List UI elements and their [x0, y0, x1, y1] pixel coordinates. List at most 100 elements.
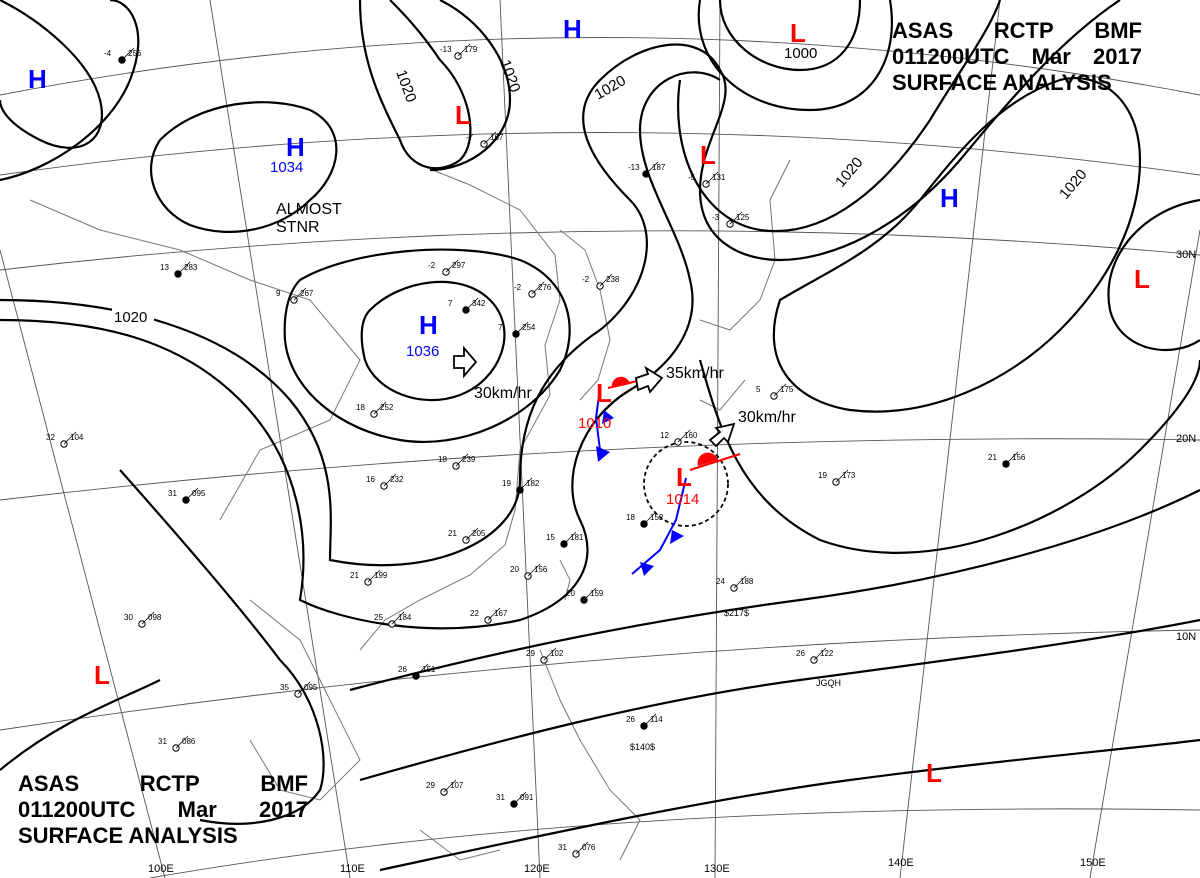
wind-barb	[677, 429, 691, 443]
isobar	[150, 101, 338, 233]
station-temperature: 32	[46, 433, 55, 442]
station-pressure: 102	[550, 649, 564, 658]
isobar	[349, 489, 1200, 692]
china-coast	[359, 164, 561, 651]
title-row: ASAS RCTP BMF	[892, 18, 1142, 44]
title-row: ASAS RCTP BMF	[18, 771, 308, 797]
station-pressure: 297	[452, 261, 466, 270]
station-plot: 13 283	[160, 261, 198, 278]
meridian-150e	[1089, 229, 1200, 878]
title-station: RCTP	[139, 771, 200, 796]
title-row: 011200UTC Mar 2017	[892, 44, 1142, 70]
low-pressure-center: L	[676, 462, 692, 492]
fronts	[594, 376, 741, 576]
station-temperature: 19	[502, 479, 511, 488]
station-pressure: 107	[450, 781, 464, 790]
lon-label: 130E	[704, 863, 730, 875]
high-pressure-center: H	[940, 183, 959, 213]
title-analysis: SURFACE ANALYSIS	[18, 823, 238, 848]
isobar	[698, 359, 1200, 554]
isobar	[677, 0, 1002, 233]
isobar-label: 1020	[392, 68, 419, 105]
station-plot: 31 076	[558, 841, 596, 858]
wind-barb	[373, 401, 387, 415]
station-plot: 18 152	[626, 511, 664, 528]
station-plot: 19 182	[502, 477, 540, 494]
pressure-values: 1034 1036 1000 1010 1014	[270, 45, 817, 508]
station-temperature: -5	[688, 173, 696, 182]
title-row: SURFACE ANALYSIS	[892, 70, 1142, 96]
station-temperature: 22	[470, 609, 479, 618]
wind-barb	[63, 431, 77, 445]
wind-barb	[175, 735, 189, 749]
low-pressure-center: L	[790, 18, 806, 48]
wind-barb	[457, 43, 471, 57]
station-pressure: 086	[182, 737, 196, 746]
low-pressure-center: L	[596, 378, 612, 408]
isobar-label: 1020	[1056, 166, 1090, 202]
station-plot: -13 187	[628, 161, 666, 178]
station-temperature: 16	[366, 475, 375, 484]
wind-barb	[527, 563, 541, 577]
low-pressure-value: 1010	[578, 415, 611, 432]
station-plot: 20 159	[566, 587, 604, 604]
lon-label: 150E	[1080, 857, 1106, 869]
title-time: 011200UTC	[892, 44, 1010, 69]
station-temperature: 24	[716, 577, 725, 586]
isobar	[283, 248, 571, 443]
station-plot: -2 238	[582, 273, 620, 290]
title-month: Mar	[1031, 44, 1071, 69]
korea-coast	[559, 229, 611, 401]
title-station: RCTP	[993, 18, 1054, 43]
station-pressure: 122	[820, 649, 834, 658]
title-analysis: SURFACE ANALYSIS	[892, 70, 1112, 95]
station-temperature: 7	[448, 299, 453, 308]
isobar	[1107, 198, 1200, 352]
station-plot: 29 102	[526, 647, 564, 664]
ship-callsign: $217$	[724, 608, 749, 618]
wind-barb	[733, 575, 747, 589]
wind-barb	[141, 611, 155, 625]
wind-barb	[383, 473, 397, 487]
high-pressure-center: H	[286, 132, 305, 162]
station-plot: 26 114	[626, 713, 663, 730]
isobar	[0, 0, 140, 182]
station-temperature: 13	[160, 263, 169, 272]
station-temperature: -3	[712, 213, 720, 222]
station-pressure: 114	[650, 715, 663, 724]
station-plot: -2 297	[428, 259, 466, 276]
station-plot: 21 156	[988, 451, 1026, 468]
cold-front-triangle	[670, 530, 684, 544]
wind-barb	[465, 297, 479, 311]
wind-barb	[729, 211, 743, 225]
wind-barb	[513, 791, 527, 805]
movement-speed: 30km/hr	[738, 409, 796, 426]
wind-barb	[835, 469, 849, 483]
station-pressure: 205	[472, 529, 486, 538]
motion-arrow	[708, 422, 736, 448]
wind-barb	[297, 681, 311, 695]
high-pressure-value: 1036	[406, 343, 439, 360]
station-plot: -13 179	[440, 43, 478, 60]
title-month: Mar	[177, 797, 217, 822]
himalaya-borders	[29, 199, 361, 521]
movement-speed: 35km/hr	[666, 365, 724, 382]
station-pressure: 187	[652, 163, 666, 172]
station-pressure: 179	[464, 45, 478, 54]
wind-barb	[367, 569, 381, 583]
lon-label: 120E	[524, 863, 550, 875]
station-plot: 22 167	[470, 607, 508, 624]
station-plot: 12 160	[660, 429, 698, 446]
station-temperature: 26	[398, 665, 407, 674]
motion-arrow	[453, 345, 478, 379]
isobar-label: 1020	[592, 72, 629, 103]
station-temperature: 26	[626, 715, 635, 724]
station-pressure: 254	[522, 323, 536, 332]
graticule-labels: 100E 110E 120E 130E 140E 150E 30N 20N 10…	[148, 249, 1196, 875]
isobar	[119, 469, 325, 825]
pressure-centers: H H H H H L L L L L L L L	[28, 14, 1150, 788]
warm-front	[689, 453, 741, 471]
stationary-note: ALMOST	[276, 201, 342, 218]
